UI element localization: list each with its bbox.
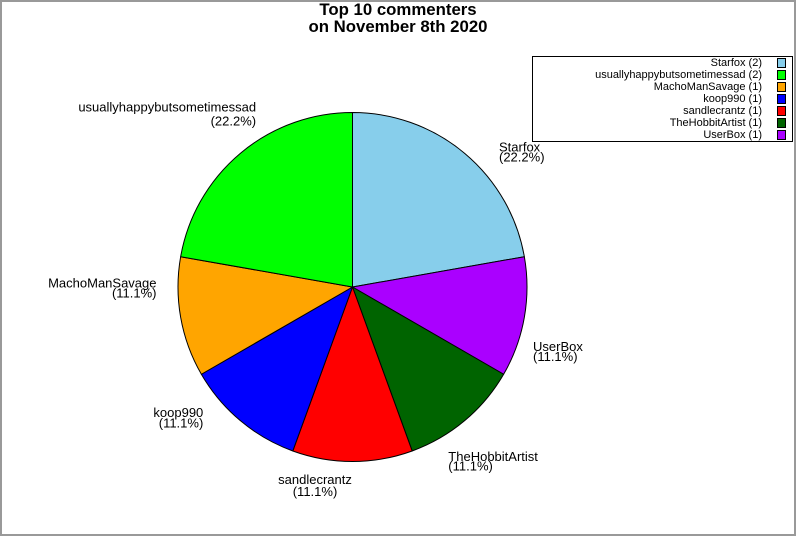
svg-text:(11.1%): (11.1%) — [448, 459, 493, 474]
svg-text:usuallyhappybutsometimessad: usuallyhappybutsometimessad — [78, 100, 256, 115]
svg-text:(22.2%): (22.2%) — [499, 149, 545, 164]
svg-text:(11.1%): (11.1%) — [159, 416, 204, 431]
svg-text:(11.1%): (11.1%) — [293, 484, 338, 499]
svg-text:(22.2%): (22.2%) — [211, 114, 257, 129]
svg-text:(11.1%): (11.1%) — [112, 286, 157, 301]
svg-text:(11.1%): (11.1%) — [533, 349, 578, 364]
